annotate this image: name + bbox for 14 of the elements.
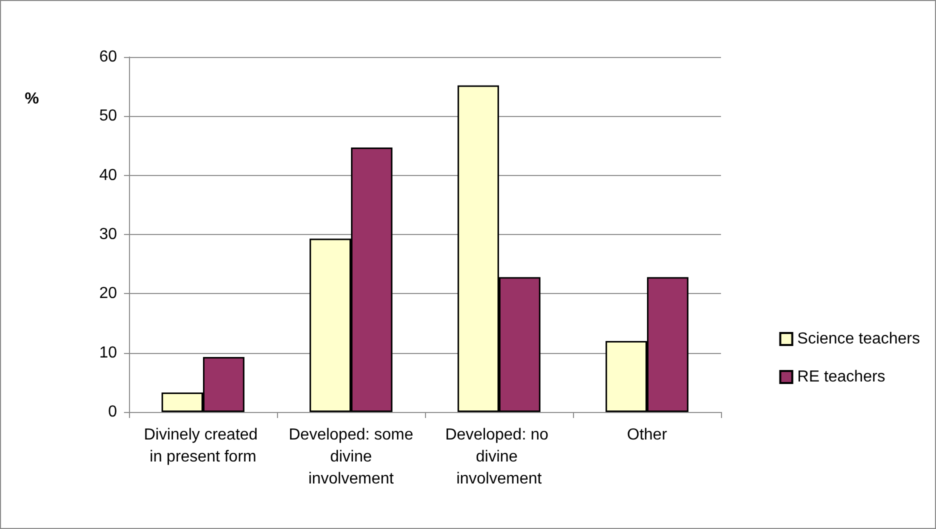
legend-label: Science teachers bbox=[797, 330, 920, 348]
x-tick-label: Other bbox=[626, 426, 668, 444]
y-axis-title: % bbox=[24, 90, 39, 108]
y-tick-label: 40 bbox=[99, 166, 118, 184]
y-tick-label: 0 bbox=[108, 404, 118, 420]
y-tick-label: 60 bbox=[99, 48, 118, 66]
legend-label: RE teachers bbox=[797, 368, 886, 386]
y-tick-label: 30 bbox=[99, 226, 118, 243]
x-tick-label: Developed: some divine involvement bbox=[288, 426, 414, 488]
y-tick-label: 50 bbox=[99, 108, 118, 125]
x-tick-label: Developed: no divine involvement bbox=[445, 426, 553, 488]
y-tick-label: 20 bbox=[99, 285, 118, 302]
y-tick-label: 10 bbox=[99, 344, 118, 362]
x-tick-label: Divinely created in present form bbox=[144, 426, 262, 466]
